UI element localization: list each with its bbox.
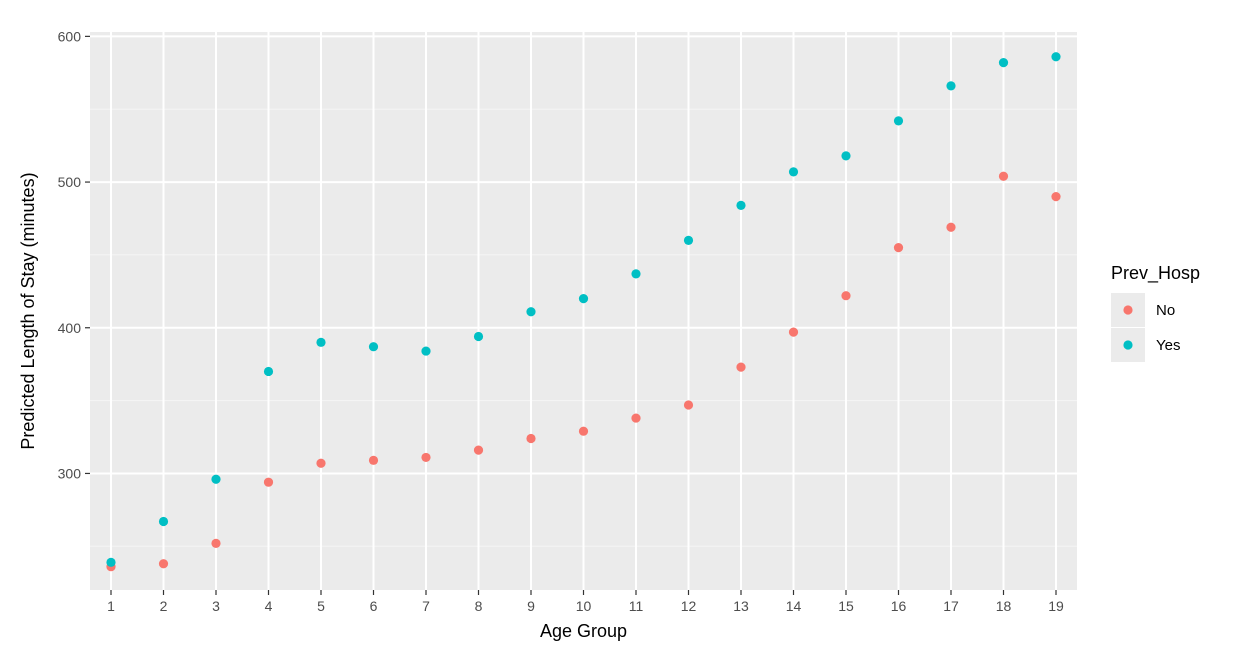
- x-tick-label: 2: [160, 598, 168, 614]
- point-no: [211, 538, 221, 548]
- point-yes: [316, 337, 326, 347]
- x-tick-label: 17: [943, 598, 959, 614]
- y-tick-label: 600: [58, 28, 82, 44]
- grid-major: [90, 32, 1077, 590]
- point-yes: [1051, 52, 1061, 62]
- point-no: [263, 477, 274, 487]
- legend-label-yes: Yes: [1156, 337, 1180, 354]
- point-yes: [788, 167, 799, 177]
- x-tick-label: 5: [317, 598, 325, 614]
- legend-title: Prev_Hosp: [1111, 263, 1200, 284]
- point-yes: [106, 557, 116, 567]
- x-tick-label: 14: [786, 598, 802, 614]
- x-tick-label: 15: [838, 598, 854, 614]
- point-no: [893, 243, 904, 253]
- point-no: [578, 426, 589, 436]
- x-tick-label: 4: [265, 598, 273, 614]
- point-no: [158, 559, 169, 569]
- point-no: [788, 327, 799, 337]
- point-no: [421, 452, 431, 463]
- y-tick-label: 400: [58, 320, 82, 336]
- point-no: [998, 171, 1009, 181]
- x-axis: 1 2 3 4 5 6 7 8 9 10 11 12 13 14 15 16 17 18 19: [107, 590, 1064, 614]
- legend: Prev_Hosp No Yes: [1111, 263, 1200, 362]
- point-no: [316, 458, 326, 468]
- point-yes: [158, 516, 169, 527]
- point-no: [736, 362, 746, 372]
- x-tick-label: 7: [422, 598, 430, 614]
- point-yes: [631, 269, 641, 279]
- data-points: [106, 52, 1061, 572]
- point-yes: [946, 81, 956, 91]
- legend-items: No Yes: [1111, 293, 1180, 362]
- y-tick-label: 500: [58, 174, 82, 190]
- x-tick-label: 10: [576, 598, 592, 614]
- y-axis: 300 400 500 600: [58, 28, 90, 481]
- point-no: [526, 433, 536, 444]
- x-tick-label: 3: [212, 598, 220, 614]
- point-yes: [736, 200, 746, 210]
- point-no: [1051, 192, 1061, 202]
- point-yes: [578, 294, 589, 304]
- point-yes: [473, 331, 484, 342]
- x-tick-label: 19: [1048, 598, 1064, 614]
- point-yes: [683, 235, 694, 245]
- legend-label-no: No: [1156, 302, 1175, 319]
- x-tick-label: 11: [629, 598, 644, 614]
- x-tick-label: 9: [527, 598, 535, 614]
- point-yes: [421, 346, 431, 356]
- legend-key-no: [1123, 305, 1133, 315]
- x-tick-label: 8: [475, 598, 483, 614]
- y-axis-title: Predicted Length of Stay (minutes): [18, 172, 38, 449]
- point-no: [841, 291, 851, 301]
- x-tick-label: 13: [733, 598, 749, 614]
- x-tick-label: 16: [891, 598, 907, 614]
- point-no: [473, 445, 484, 455]
- point-yes: [893, 116, 904, 126]
- point-no: [683, 400, 694, 410]
- x-tick-label: 6: [370, 598, 378, 614]
- point-yes: [211, 474, 221, 484]
- legend-key-yes: [1123, 340, 1133, 350]
- x-tick-label: 18: [996, 598, 1012, 614]
- y-tick-label: 300: [58, 465, 82, 481]
- x-axis-title: Age Group: [540, 621, 627, 641]
- point-no: [368, 455, 379, 465]
- x-tick-label: 12: [681, 598, 697, 614]
- point-yes: [368, 342, 379, 352]
- point-yes: [526, 307, 536, 317]
- point-no: [631, 413, 641, 423]
- point-no: [946, 222, 956, 232]
- point-yes: [841, 151, 851, 161]
- x-tick-label: 1: [107, 598, 115, 614]
- point-yes: [998, 57, 1009, 68]
- point-yes: [263, 366, 274, 377]
